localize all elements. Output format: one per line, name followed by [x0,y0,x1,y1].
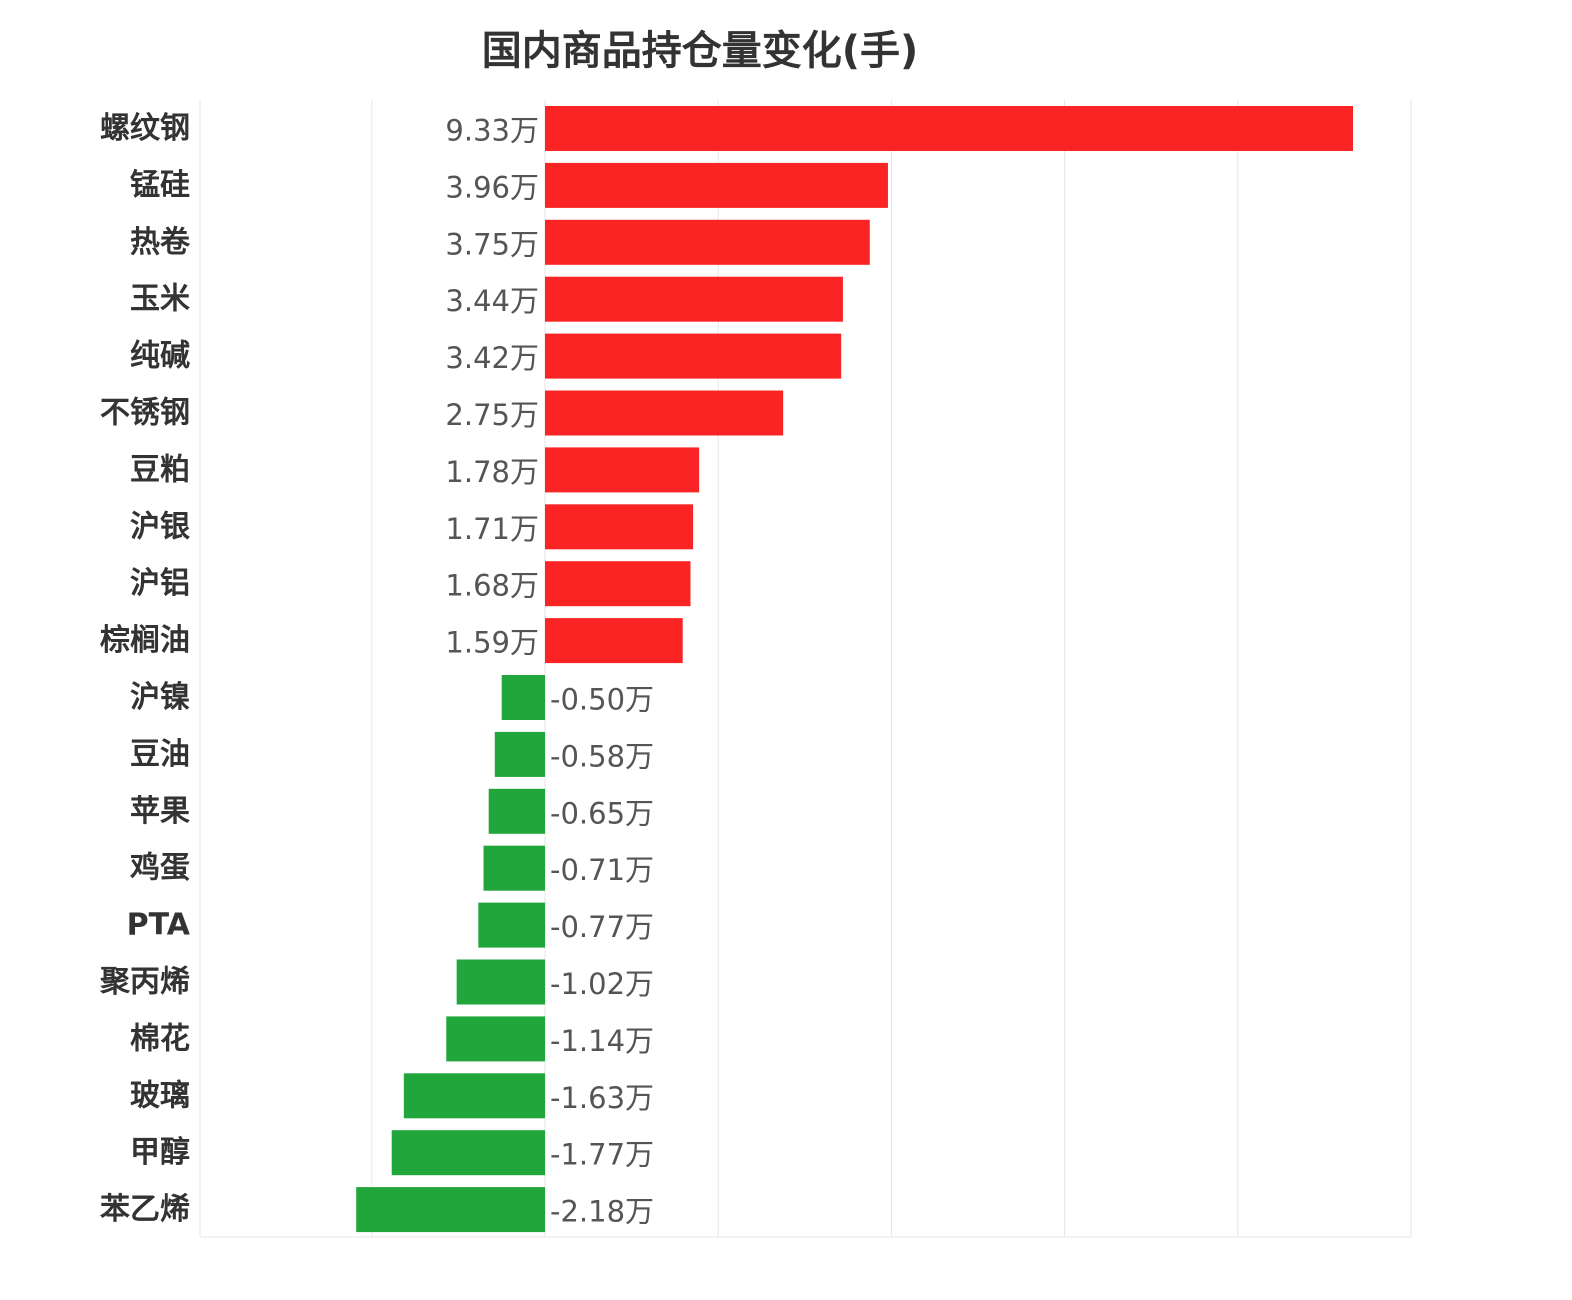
value-label: -0.71万 [550,853,654,887]
value-label: 3.42万 [445,341,539,375]
bar [545,618,683,664]
category-label: 豆粕 [130,452,190,487]
bar [356,1187,545,1233]
bar [545,106,1353,151]
category-label: 不锈钢 [100,396,190,431]
bar [494,731,545,777]
category-label: 苹果 [130,794,190,829]
category-label: 聚丙烯 [99,965,190,1000]
value-label: -1.14万 [550,1024,654,1058]
value-label: -0.58万 [550,739,654,773]
category-label: 玻璃 [130,1078,190,1113]
bar [545,333,842,379]
bar [545,504,694,550]
category-label: 沪铝 [130,566,190,601]
category-label: 纯碱 [130,339,190,374]
bar [545,561,691,607]
category-label: 螺纹钢 [100,111,190,146]
category-label: 棉花 [130,1021,190,1056]
grid-layer [199,100,1412,1238]
value-label: -2.18万 [550,1195,654,1229]
bar [545,390,784,436]
value-label: 1.59万 [445,626,539,660]
value-label: -1.77万 [550,1138,654,1172]
value-label: -0.65万 [550,796,654,830]
category-label: 甲醇 [130,1135,190,1170]
value-label: -0.50万 [550,683,654,717]
value-label: 1.68万 [445,569,539,603]
category-label: 棕榈油 [100,623,190,658]
bar [403,1073,545,1119]
value-label: 3.96万 [445,170,539,204]
value-label: 3.75万 [445,227,539,261]
bar [501,675,545,720]
chart-title: 国内商品持仓量变化(手) [481,28,919,74]
category-label: 热卷 [130,225,191,260]
value-label: 2.75万 [445,398,539,432]
bar [446,1016,545,1062]
value-label: 9.33万 [445,114,539,148]
category-label: 豆油 [130,737,190,772]
bar [545,162,888,208]
value-label: -0.77万 [550,910,654,944]
bar [545,447,700,493]
category-label: 锰硅 [130,168,190,203]
bar [483,845,545,891]
bar [391,1130,545,1176]
value-label: 1.78万 [445,455,539,489]
bar [545,276,843,322]
category-label: 玉米 [130,282,190,317]
bar [545,219,870,265]
bar [456,959,545,1005]
category-label: PTA [127,908,191,943]
bar-layer [356,106,1353,1233]
value-label: 1.71万 [445,512,539,546]
category-label: 沪镍 [130,680,190,715]
value-label: 3.44万 [445,284,539,318]
category-label: 沪银 [130,509,190,544]
bar [478,902,545,948]
bar [488,788,545,834]
category-label: 苯乙烯 [100,1192,190,1227]
value-label: -1.63万 [550,1081,654,1115]
value-label: -1.02万 [550,967,654,1001]
category-label: 鸡蛋 [130,851,190,886]
